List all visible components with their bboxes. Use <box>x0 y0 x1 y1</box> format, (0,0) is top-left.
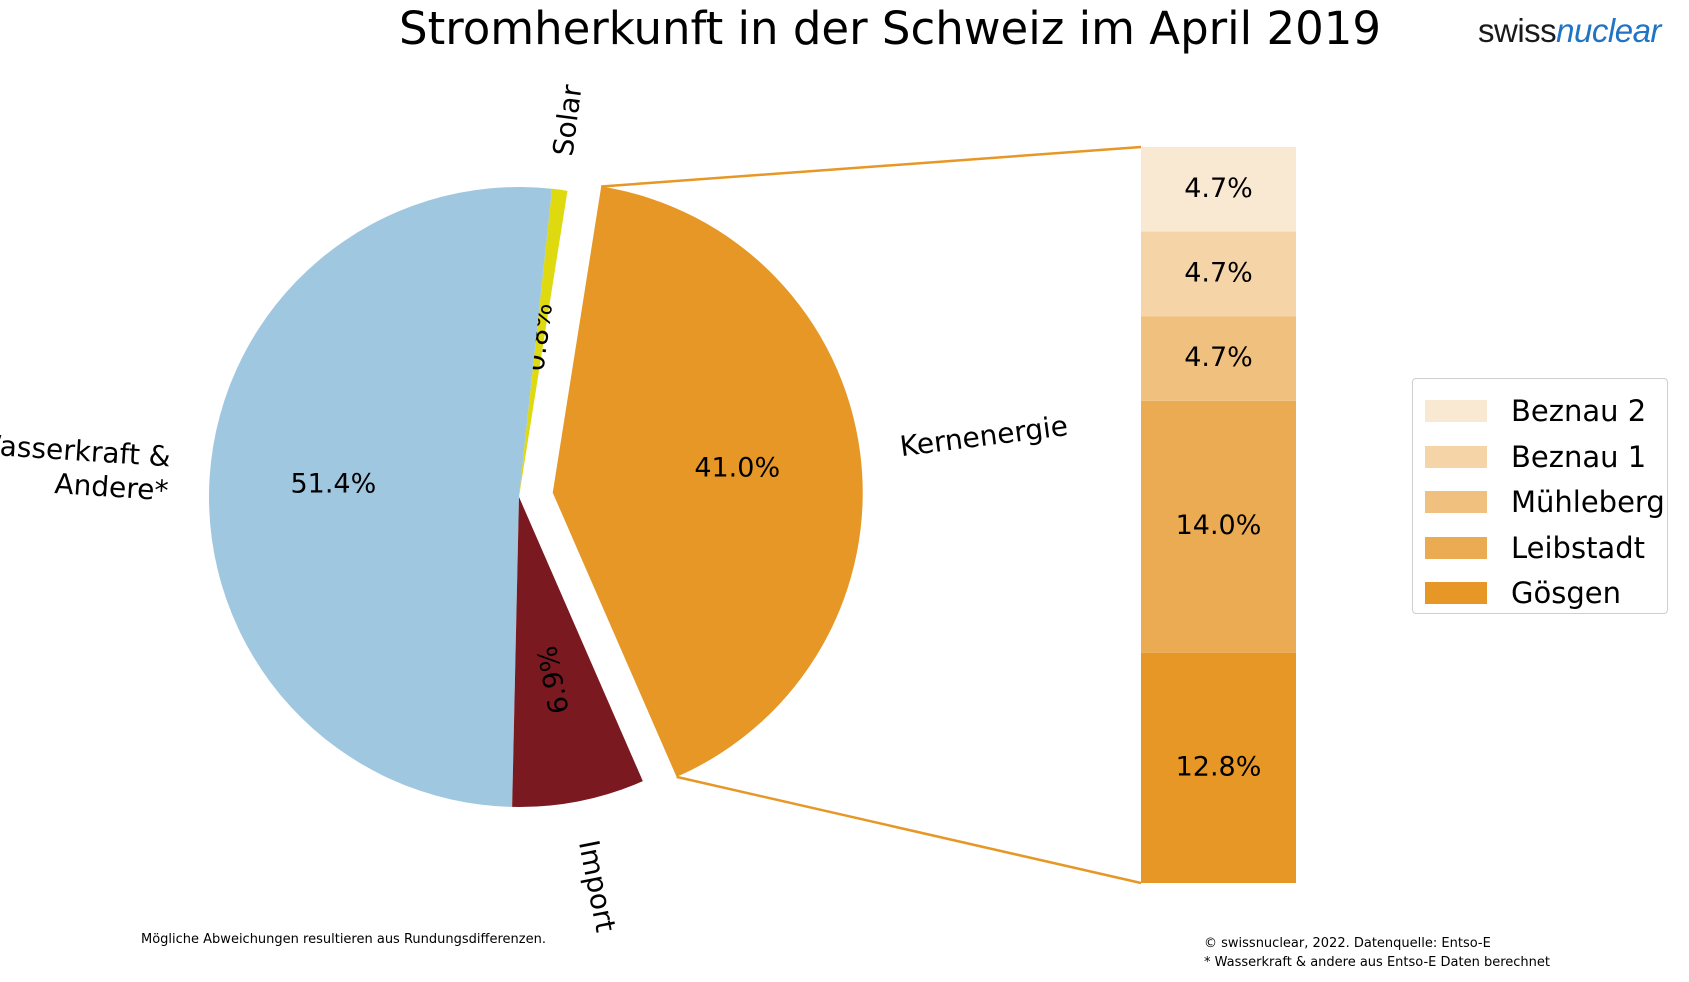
bar-segment-beznau-1 <box>1141 231 1296 317</box>
legend: Beznau 2 Beznau 1 Mühleberg Leibstadt Gösgen <box>1412 378 1668 614</box>
logo-text-nuclear: nuclear <box>1556 12 1661 49</box>
copyright-source: © swissnuclear, 2022. Datenquelle: Entso… <box>1204 936 1491 951</box>
bar-segment-leibstadt <box>1141 400 1296 653</box>
legend-label-beznau-2: Beznau 2 <box>1511 394 1647 428</box>
pie-name-label-wasserkraft-andere: Wasserkraft &Andere* <box>0 428 172 508</box>
bar-segment-g-sgen <box>1141 652 1296 883</box>
legend-item-beznau-1: Beznau 1 <box>1425 437 1646 477</box>
bar-value-label-leibstadt: 14.0% <box>1176 510 1262 541</box>
pie-value-label-kernenergie: 41.0% <box>694 453 780 484</box>
legend-item-leibstadt: Leibstadt <box>1425 528 1645 568</box>
pie-name-label-kernenergie: Kernenergie <box>898 409 1070 463</box>
legend-item-beznau-2: Beznau 2 <box>1425 391 1646 431</box>
rounding-note: Mögliche Abweichungen resultieren aus Ru… <box>141 932 546 947</box>
connector-lines <box>601 145 1142 885</box>
bar-value-label-beznau-1: 4.7% <box>1184 257 1253 288</box>
pie-slice-import <box>512 497 643 808</box>
pie-slice-kernenergie <box>552 186 863 777</box>
legend-swatch-m-hleberg <box>1425 491 1487 513</box>
bar-value-label-beznau-2: 4.7% <box>1184 173 1253 204</box>
connector-line-top <box>601 145 1142 188</box>
legend-swatch-beznau-1 <box>1425 445 1487 468</box>
legend-item-m-hleberg: Mühleberg <box>1425 482 1665 522</box>
chart-title: Stromherkunft in der Schweiz im April 20… <box>399 2 1381 55</box>
legend-label-leibstadt: Leibstadt <box>1511 530 1645 565</box>
connector-line-bottom <box>676 775 1142 885</box>
legend-swatch-leibstadt <box>1425 536 1487 559</box>
footnote-hydro: * Wasserkraft & andere aus Entso-E Daten… <box>1204 955 1550 970</box>
pie-slice-wasserkraft-andere <box>208 187 553 807</box>
legend-label-m-hleberg: Mühleberg <box>1511 485 1665 519</box>
legend-swatch-beznau-2 <box>1425 400 1487 422</box>
source-note: © swissnuclear, 2022. Datenquelle: Entso… <box>1204 934 1550 972</box>
stacked-bar: 12.8% 14.0% 4.7% 4.7% 4.7% <box>1141 147 1296 883</box>
pie-name-label-import: Import <box>572 837 622 935</box>
legend-swatch-g-sgen <box>1425 582 1487 604</box>
bar-segment-m-hleberg <box>1141 316 1296 401</box>
bar-segment-beznau-2 <box>1141 147 1296 232</box>
bar-value-label-m-hleberg: 4.7% <box>1184 342 1253 373</box>
legend-label-beznau-1: Beznau 1 <box>1511 439 1647 474</box>
swissnuclear-logo: swissnuclear <box>1478 12 1661 50</box>
logo-text-swiss: swiss <box>1478 12 1557 49</box>
pie-value-label-wasserkraft-andere: 51.4% <box>290 469 376 500</box>
bar-value-label-g-sgen: 12.8% <box>1176 751 1262 782</box>
legend-item-g-sgen: Gösgen <box>1425 573 1621 613</box>
pie-slice-solar <box>519 188 568 497</box>
legend-label-g-sgen: Gösgen <box>1511 576 1621 610</box>
pie-name-label-solar: Solar <box>546 82 588 158</box>
